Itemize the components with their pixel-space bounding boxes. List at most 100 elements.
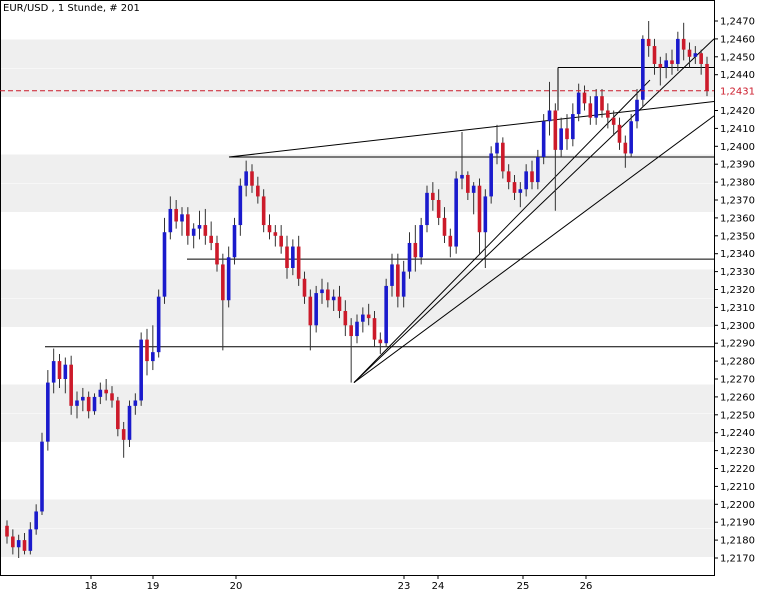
candle-body-up <box>127 405 132 440</box>
candle-body-up <box>419 225 423 258</box>
candle-body-up <box>460 174 464 179</box>
candle <box>232 217 237 265</box>
y-tick-label: 1,2400 <box>720 142 755 153</box>
candle <box>571 103 575 147</box>
candle-body-up <box>238 185 243 226</box>
candle <box>489 146 493 204</box>
candle <box>116 396 120 437</box>
y-tick-label: 1,2220 <box>720 464 755 475</box>
y-tick-label: 1,2460 <box>720 34 755 45</box>
candle-body-up <box>576 92 581 115</box>
candle-body-up <box>390 264 394 286</box>
candle-body-down <box>681 38 686 50</box>
candle <box>693 46 698 64</box>
candle-body-down <box>582 92 587 104</box>
y-tick-label: 1,2470 <box>720 17 755 28</box>
candle-body-down <box>606 110 610 118</box>
candle-body-up <box>81 396 85 401</box>
candle <box>191 223 196 249</box>
y-tick-label: 1,2340 <box>720 249 755 260</box>
candle-body-up <box>518 189 523 193</box>
candle <box>384 278 388 347</box>
candle-body-down <box>215 242 219 265</box>
candle-body-down <box>506 171 511 183</box>
candle <box>588 96 593 125</box>
candle <box>75 391 79 419</box>
candle <box>606 103 610 129</box>
candle-body-down <box>11 536 15 548</box>
candle-body-up <box>92 396 97 412</box>
candle <box>530 160 534 190</box>
candle-body-down <box>699 53 703 64</box>
candle-body-down <box>57 361 62 379</box>
candle-body-up <box>495 142 499 154</box>
x-tick-label: 19 <box>147 581 160 592</box>
candle <box>431 182 435 211</box>
candle-body-up <box>401 271 406 297</box>
candle-body-up <box>63 364 68 379</box>
x-tick-label: 20 <box>230 581 243 592</box>
candle-body-down <box>22 540 27 551</box>
candle-body-up <box>361 314 365 322</box>
candle <box>501 137 505 179</box>
grid-band <box>1 183 714 212</box>
candle-body-up <box>151 352 155 362</box>
y-tick-label: 1,2270 <box>720 375 755 386</box>
candle <box>466 171 470 200</box>
y-tick-label: 1,2300 <box>720 321 755 332</box>
candle <box>600 89 604 118</box>
candle-body-up <box>226 257 231 301</box>
x-axis: 18 19 20 23 24 25 26 <box>85 575 593 592</box>
candle-body-up <box>641 38 645 100</box>
grid-band <box>1 269 714 298</box>
y-tick-label: 1,2210 <box>720 482 755 493</box>
candle <box>436 189 441 226</box>
candle <box>302 271 307 304</box>
candle-body-down <box>501 142 505 172</box>
candle <box>250 164 254 193</box>
candle-body-up <box>425 192 429 226</box>
candle-body-down <box>658 63 663 68</box>
candle <box>215 235 219 272</box>
candle <box>51 348 56 394</box>
y-tick-label: 1,2380 <box>720 178 755 189</box>
candle <box>594 89 598 125</box>
candle-body-down <box>203 225 208 236</box>
candle-body-up <box>232 225 237 258</box>
candle <box>197 210 202 240</box>
candle <box>145 328 149 376</box>
candle <box>629 114 633 158</box>
candle-body-up <box>314 293 318 326</box>
candle-body-down <box>273 232 278 236</box>
candle <box>658 56 663 86</box>
candle-body-down <box>250 171 254 186</box>
x-tick-label: 24 <box>432 581 445 592</box>
candle-body-up <box>355 321 359 337</box>
candle-body-up <box>384 285 388 344</box>
candle-body-up <box>16 540 21 548</box>
candle <box>495 124 499 165</box>
x-tick-label: 23 <box>398 581 411 592</box>
candle-body-down <box>687 49 692 57</box>
candle <box>407 232 412 279</box>
candle <box>16 534 21 558</box>
candle <box>641 35 645 107</box>
candle <box>460 131 464 190</box>
x-tick-label: 26 <box>580 581 593 592</box>
candle <box>541 114 546 165</box>
candle-body-up <box>407 242 412 272</box>
y-tick-label: 1,2420 <box>720 106 755 117</box>
candle <box>617 117 622 150</box>
candle <box>296 235 301 286</box>
candle <box>670 49 674 75</box>
candle <box>646 21 651 57</box>
candle-body-up <box>471 185 476 193</box>
candle-body-down <box>116 400 120 430</box>
chart-title: EUR/USD , 1 Stunde, # 201 <box>3 3 140 14</box>
y-tick-label: 1,2280 <box>720 357 755 368</box>
candle-body-down <box>279 235 283 247</box>
candle-body-down <box>86 396 91 412</box>
y-tick-label: 1,2360 <box>720 213 755 224</box>
candle-body-up <box>664 60 668 68</box>
candle-series <box>5 21 709 558</box>
